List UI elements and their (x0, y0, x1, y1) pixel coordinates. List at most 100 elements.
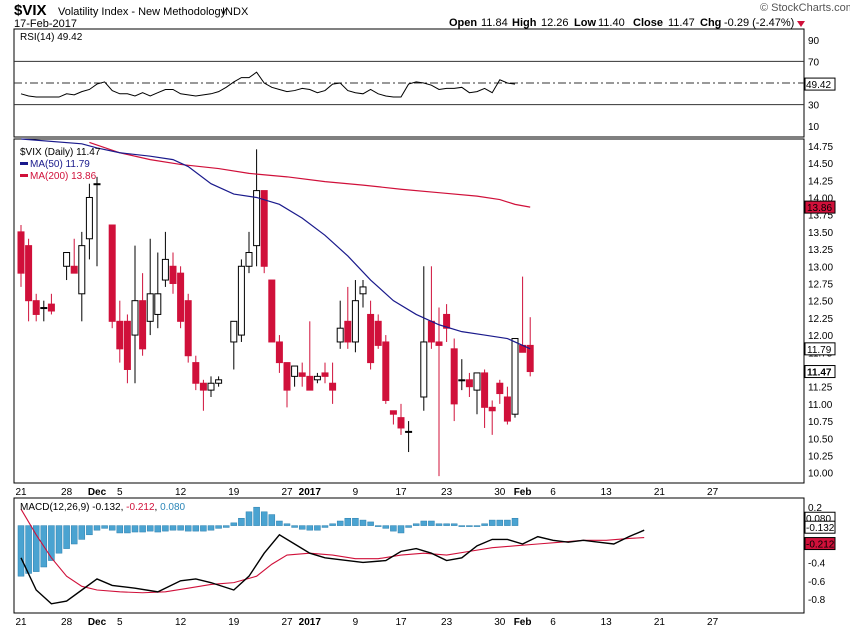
macd-histogram-bar (131, 525, 139, 533)
rsi-tick-label: 90 (808, 36, 820, 47)
macd-frame (13, 497, 805, 614)
candle-body (275, 341, 283, 364)
macd-legend: MACD(12,26,9) -0.132, -0.212, 0.080 (20, 502, 186, 513)
macd-histogram-bar (238, 517, 245, 526)
x-tick-label: Feb (514, 617, 532, 628)
price-legend-vix: $VIX (Daily) 11.47 (20, 147, 101, 158)
macd-histogram-bar (124, 525, 131, 534)
macd-histogram-bar (428, 520, 435, 526)
chg-down-arrow-icon (797, 21, 805, 27)
candle-body (443, 313, 451, 329)
macd-histogram-bar (101, 525, 108, 529)
candle-body (291, 365, 299, 377)
macd-histogram-bar (86, 525, 93, 536)
candle-body (397, 417, 405, 429)
candle-body (192, 362, 200, 384)
candle-body (184, 300, 192, 357)
candle-body (154, 293, 162, 315)
close-value: 11.47 (668, 17, 695, 29)
candle-body (93, 183, 101, 186)
candle-body (450, 348, 458, 405)
candle-body (374, 320, 382, 346)
macd-tick-label: -0.4 (808, 558, 826, 569)
macd-histogram-bar (139, 525, 146, 533)
price-tick-label: 11.00 (808, 400, 833, 411)
low-value: 11.40 (598, 17, 625, 29)
candle-body (458, 379, 466, 382)
macd-legend-sep1: , (121, 502, 127, 513)
x-tick-label: 28 (61, 487, 73, 498)
macd-histogram-bar (192, 525, 200, 532)
macd-legend-hist: 0.080 (160, 502, 185, 513)
price-frame (13, 138, 805, 484)
price-tick-label: 13.25 (808, 245, 833, 256)
macd-histogram-bar (55, 525, 63, 554)
macd-histogram-bar (504, 519, 511, 526)
macd-tick-label: -0.6 (808, 577, 826, 588)
macd-histogram-bar (78, 525, 86, 540)
candle-body (146, 293, 154, 322)
macd-histogram-bar (93, 525, 101, 531)
candle-body (63, 252, 71, 267)
security-name: Volatility Index - New Methodology (58, 6, 227, 18)
macd-histogram-bar (260, 511, 268, 526)
x-tick-label: 2017 (299, 617, 322, 628)
macd-tick-label: -0.8 (808, 595, 826, 606)
macd-x-axis: 21 28 Dec 5 12 19 27 2017 9 17 23 30 Feb 6 13 21 27 (15, 617, 718, 628)
macd-histogram-bar (291, 525, 298, 528)
price-panel: 10.0010.2510.5010.7511.0011.2511.5011.75… (13, 138, 836, 484)
candle-body (207, 382, 215, 391)
price-tick-label: 14.25 (808, 176, 833, 187)
x-tick-label: 9 (353, 487, 359, 498)
high-value: 12.26 (541, 17, 569, 29)
macd-histogram-bar (253, 506, 260, 526)
macd-legend-name: MACD(12,26,9) (20, 502, 92, 513)
price-legend-ma50: MA(50) 11.79 (30, 159, 90, 170)
x-tick-label: 27 (281, 487, 293, 498)
macd-histogram-bar (230, 522, 238, 526)
macd-histogram-bar (306, 525, 314, 531)
candle-body (336, 327, 344, 343)
x-tick-label: 13 (601, 487, 613, 498)
candle-body (199, 382, 207, 391)
price-current-box (804, 342, 836, 356)
macd-histogram-bar (108, 525, 116, 531)
exchange: INDX (222, 6, 249, 18)
candle-body (40, 307, 48, 310)
macd-histogram-bar (70, 525, 78, 545)
macd-current-label: -0.212 (806, 540, 835, 551)
candle-body (123, 320, 131, 370)
rsi-line (20, 71, 516, 98)
macd-histogram-bar (268, 514, 276, 526)
price-current-box (804, 365, 836, 379)
macd-histogram-bar (207, 525, 215, 531)
candle-body (253, 190, 261, 247)
macd-histogram-bar (48, 525, 55, 561)
macd-histogram-bar (458, 525, 466, 527)
candle-body (32, 300, 40, 315)
x-tick-label: 17 (395, 487, 407, 498)
macd-histogram-bar (321, 525, 329, 528)
x-tick-label: 17 (395, 617, 407, 628)
candle-body (503, 396, 511, 422)
x-tick-label: 21 (654, 617, 666, 628)
open-value: 11.84 (481, 17, 508, 29)
price-tick-label: 14.50 (808, 159, 833, 170)
candle-body (116, 320, 124, 350)
macd-current-label: -0.132 (806, 523, 835, 534)
rsi-tick-label: 10 (808, 122, 820, 133)
candle-body (47, 303, 55, 312)
low-label: Low (574, 17, 596, 29)
candle-body (161, 258, 169, 281)
x-tick-label: 5 (117, 487, 123, 498)
macd-histogram-bar (352, 517, 359, 526)
candle-body (367, 313, 375, 364)
macd-histogram-bar (116, 525, 124, 534)
macd-histogram-bar (405, 525, 412, 528)
price-tick-label: 13.50 (808, 228, 833, 239)
candle-body (435, 341, 443, 346)
chg-label: Chg (700, 17, 721, 29)
macd-histogram-bar (420, 520, 428, 526)
candle-body (427, 320, 435, 343)
